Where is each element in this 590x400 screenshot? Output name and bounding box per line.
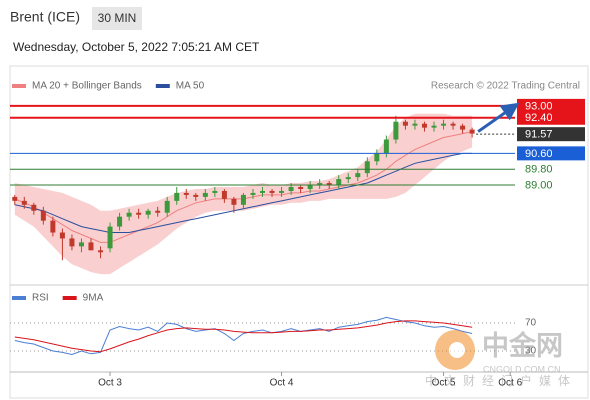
candle-body (383, 139, 389, 154)
candle-body (374, 153, 380, 162)
candle-body (307, 185, 313, 189)
legend-label: MA 50 (176, 81, 205, 92)
candle-body (231, 198, 237, 205)
candle-body (460, 125, 466, 130)
candle-body (336, 179, 342, 186)
legend-swatch (12, 296, 26, 300)
candle-body (326, 183, 332, 186)
chart-frame (9, 65, 589, 399)
candle-body (21, 200, 27, 205)
candle-body (212, 190, 218, 193)
candle-body (421, 123, 427, 128)
candle-body (240, 194, 246, 205)
watermark-brand: 中金网 (482, 330, 563, 361)
legend-swatch (62, 296, 77, 300)
candle-body (107, 226, 113, 249)
level-label: 90.60 (525, 148, 553, 160)
x-tick-label: Oct 3 (98, 378, 122, 389)
candle-body (59, 232, 65, 239)
candle-body (288, 187, 294, 191)
level-badge (517, 110, 585, 125)
x-tick-label: Oct 5 (432, 378, 456, 389)
candle-body (298, 187, 304, 189)
candle-body (174, 192, 180, 201)
candle-body (355, 173, 361, 178)
x-tick-label: Oct 6 (498, 378, 522, 389)
candle-body (155, 210, 161, 213)
level-badge (517, 98, 585, 113)
indicator-line (14, 320, 473, 353)
y-tick-label: 70 (525, 318, 537, 329)
candle-body (31, 204, 37, 211)
candle-body (469, 129, 475, 134)
forecast-arrow (477, 102, 520, 133)
candle-body (145, 210, 151, 215)
y-tick-label: 30 (525, 346, 537, 357)
candle-body (412, 123, 418, 126)
interval-label: 30 MIN (98, 11, 137, 25)
candle-body (431, 125, 437, 128)
level-label: 89.80 (525, 164, 553, 176)
level-label: 89.00 (525, 179, 553, 191)
level-label: 92.40 (525, 112, 553, 124)
candle-body (78, 242, 84, 247)
instrument-title: Brent (ICE) (10, 9, 80, 25)
candle-body (279, 190, 285, 193)
candle-body (50, 220, 56, 233)
indicator-line (14, 316, 473, 356)
legend-swatch (12, 84, 26, 88)
watermark-logo-inner (449, 342, 465, 358)
candle-body (364, 161, 370, 174)
legend-label: MA 20 + Bollinger Bands (32, 81, 142, 92)
level-label: 93.00 (525, 100, 553, 112)
x-tick-label: Oct 4 (270, 378, 294, 389)
candle-body (441, 123, 447, 126)
legend-swatch (155, 84, 170, 88)
level-badge (517, 127, 585, 142)
level-badge (517, 146, 585, 161)
candle-body (450, 123, 456, 126)
candle-body (12, 196, 18, 201)
candle-body (126, 212, 132, 217)
interval-badge (92, 7, 142, 30)
candle-body (345, 177, 351, 180)
candle-body (164, 200, 170, 213)
level-label: 91.57 (525, 129, 553, 141)
copyright: Research © 2022 Trading Central (431, 81, 580, 92)
moving-average (14, 152, 473, 233)
candle-body (317, 183, 323, 186)
candle-body (202, 192, 208, 197)
watermark-slogan: 中文财经门户媒体 (425, 373, 577, 388)
legend-label: RSI (32, 293, 49, 304)
candle-body (193, 194, 199, 197)
watermark: 中金网 CNGOLD.COM.CN 中文财经门户媒体 (425, 330, 577, 388)
candle-body (40, 210, 46, 221)
timestamp: Wednesday, October 5, 2022 7:05:21 AM CE… (13, 40, 260, 54)
candle-body (260, 190, 265, 193)
legend-label: 9MA (83, 293, 104, 304)
candle-body (269, 190, 275, 193)
candle-body (183, 192, 189, 195)
candle-body (221, 190, 227, 199)
watermark-site: CNGOLD.COM.CN (483, 364, 561, 374)
candle-body (250, 192, 256, 195)
candle-body (393, 121, 399, 140)
candle-body (88, 242, 94, 251)
candle-body (402, 121, 408, 126)
candle-body (117, 216, 123, 227)
candle-body (98, 250, 104, 253)
candle-body (136, 212, 142, 215)
candle-body (69, 238, 75, 247)
